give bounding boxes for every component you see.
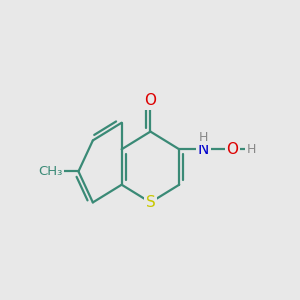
Text: H: H <box>199 130 208 144</box>
Text: CH₃: CH₃ <box>39 165 63 178</box>
Text: N: N <box>198 142 209 157</box>
Text: H: H <box>247 143 256 156</box>
Text: S: S <box>146 195 155 210</box>
Text: O: O <box>226 142 238 157</box>
Text: O: O <box>144 93 156 108</box>
